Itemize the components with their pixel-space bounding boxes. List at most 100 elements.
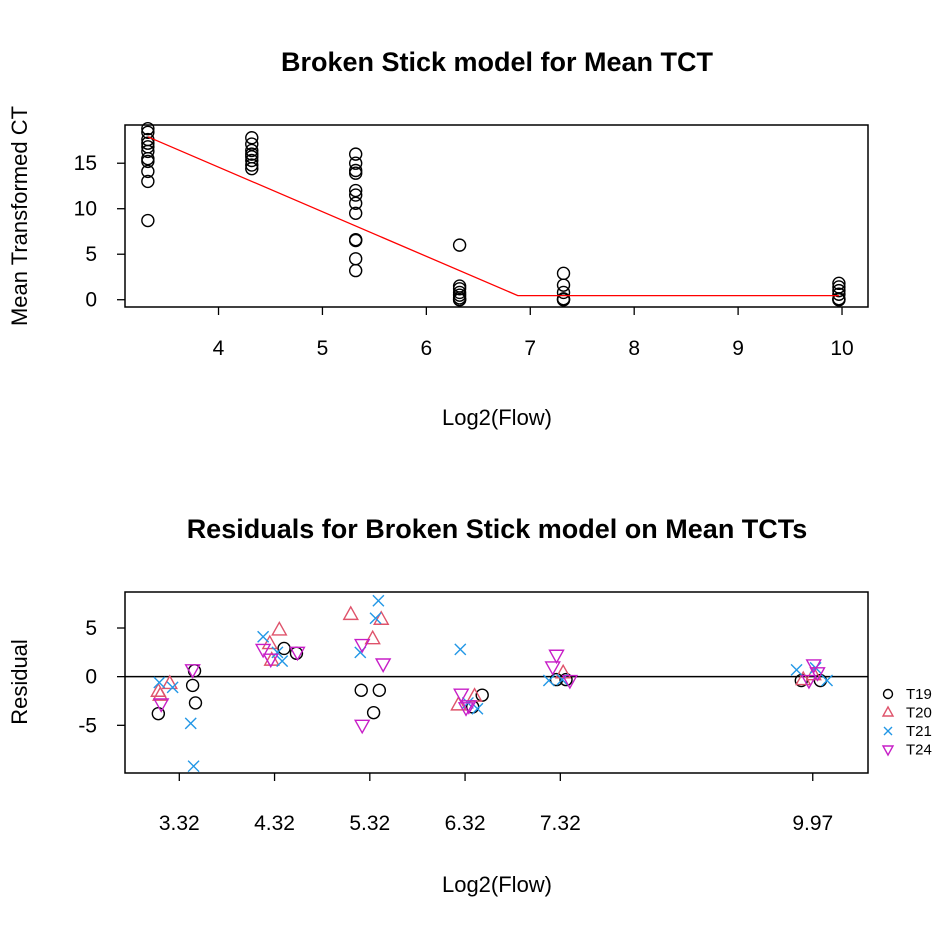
- x-tick-label: 6: [421, 337, 433, 360]
- residual-point-t20: [342, 605, 359, 621]
- y-tick-label: 5: [85, 617, 97, 640]
- data-point: [348, 206, 363, 220]
- legend-label: T21: [906, 723, 932, 740]
- data-point: [245, 158, 259, 172]
- top-chart-ylabel: Mean Transformed CT: [7, 106, 32, 326]
- residual-point-t20: [373, 610, 390, 625]
- bottom-chart-ylabel: Residual: [7, 639, 32, 725]
- residual-point-t24: [353, 719, 371, 735]
- data-point: [245, 161, 259, 176]
- residual-point-t19: [185, 678, 200, 693]
- residual-point-t21: [369, 612, 382, 625]
- x-tick-label: 7: [524, 337, 536, 360]
- x-tick-label: 4.32: [254, 812, 295, 835]
- data-point: [141, 164, 155, 179]
- data-point: [348, 252, 363, 266]
- legend-label: T24: [906, 742, 932, 759]
- residual-point-t21: [166, 681, 179, 694]
- bottom-chart-plot: 3.32 4.32 5.32 6.32 7.32 9.97 -5 0 5: [78, 591, 869, 835]
- data-point: [245, 137, 259, 151]
- residual-point-t24: [289, 646, 306, 662]
- data-point: [832, 276, 846, 291]
- broken-stick-fit-line: [147, 136, 839, 297]
- y-tick-label: 10: [74, 198, 97, 221]
- residual-point-t21: [372, 594, 385, 607]
- residual-point-t24: [153, 698, 170, 713]
- legend-entry-t19: T19: [882, 686, 932, 703]
- legend-label: T20: [906, 705, 932, 722]
- x-tick-label: 5.32: [349, 812, 390, 835]
- residual-point-t24: [262, 653, 279, 669]
- data-point: [348, 233, 363, 248]
- legend-marker: [881, 745, 895, 757]
- residual-point-t19: [354, 683, 368, 697]
- data-point: [832, 293, 846, 307]
- x-tick-label: 5: [317, 337, 329, 360]
- data-point: [141, 151, 155, 166]
- residual-point-t21: [276, 655, 289, 668]
- legend-label: T19: [906, 686, 932, 703]
- residual-point-t20: [450, 695, 467, 711]
- residual-point-t20: [271, 621, 288, 636]
- residual-point-t19: [366, 705, 381, 720]
- residual-point-t21: [271, 646, 284, 659]
- x-tick-label: 6.32: [445, 812, 486, 835]
- y-tick-label: 0: [85, 289, 97, 312]
- bottom-chart-title: Residuals for Broken Stick model on Mean…: [187, 514, 808, 544]
- data-point: [348, 156, 363, 170]
- residual-point-t24: [805, 659, 822, 674]
- residual-point-t24: [353, 638, 371, 654]
- data-point: [348, 188, 363, 202]
- data-point: [348, 183, 363, 198]
- data-point: [141, 213, 155, 228]
- top-chart-xlabel: Log2(Flow): [442, 405, 552, 430]
- x-tick-label: 9.97: [792, 812, 833, 835]
- residual-point-t21: [257, 630, 270, 643]
- residual-point-t24: [460, 700, 478, 715]
- data-point: [245, 143, 259, 158]
- x-tick-label: 3.32: [159, 812, 200, 835]
- residual-point-t20: [364, 629, 381, 645]
- data-point: [556, 278, 571, 292]
- data-point: [141, 125, 155, 139]
- residual-point-t24: [809, 667, 826, 682]
- data-point: [452, 282, 467, 296]
- data-point: [245, 153, 259, 168]
- residual-point-t19: [277, 641, 291, 656]
- residual-point-t19: [188, 696, 203, 710]
- residual-point-t24: [453, 688, 470, 704]
- data-point: [348, 196, 363, 210]
- data-point: [141, 144, 155, 159]
- residual-point-t21: [184, 717, 197, 730]
- legend-entry-t21: T21: [883, 723, 932, 740]
- residual-point-t19: [559, 672, 573, 687]
- data-point: [452, 293, 467, 307]
- top-chart-title: Broken Stick model for Mean TCT: [281, 47, 714, 77]
- data-point: [245, 131, 259, 145]
- data-point: [141, 154, 155, 169]
- y-tick-label: 0: [85, 666, 97, 689]
- residual-point-t21: [153, 676, 166, 689]
- residual-point-t21: [542, 674, 555, 687]
- top-chart-plot: 4 5 6 7 8 9 10 0 5 10 15: [74, 121, 869, 360]
- data-point: [832, 283, 846, 298]
- x-tick-label: 8: [628, 337, 640, 360]
- x-tick-label: 4: [213, 337, 225, 360]
- residual-point-t21: [821, 674, 834, 687]
- data-point: [348, 163, 363, 178]
- data-point: [348, 166, 363, 180]
- residual-point-t24: [548, 649, 565, 665]
- residual-point-t24: [374, 658, 392, 673]
- data-point: [452, 238, 467, 252]
- residual-point-t21: [187, 760, 200, 773]
- top-chart-frame: [124, 124, 869, 308]
- y-tick-label: -5: [78, 714, 97, 737]
- residual-point-t24: [254, 643, 272, 659]
- legend-entry-t20: T20: [881, 705, 932, 722]
- x-tick-label: 9: [732, 337, 744, 360]
- residual-point-t20: [261, 634, 278, 650]
- residual-point-t24: [561, 674, 579, 690]
- residual-point-t21: [790, 663, 803, 676]
